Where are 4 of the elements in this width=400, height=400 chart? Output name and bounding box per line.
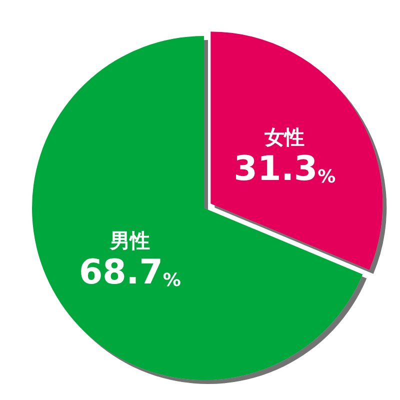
data-label: 31.3%: [234, 149, 336, 190]
slice-label: 女性: [264, 125, 305, 150]
slice-label: 男性: [108, 228, 150, 252]
data-label: 68.7%: [78, 252, 181, 292]
